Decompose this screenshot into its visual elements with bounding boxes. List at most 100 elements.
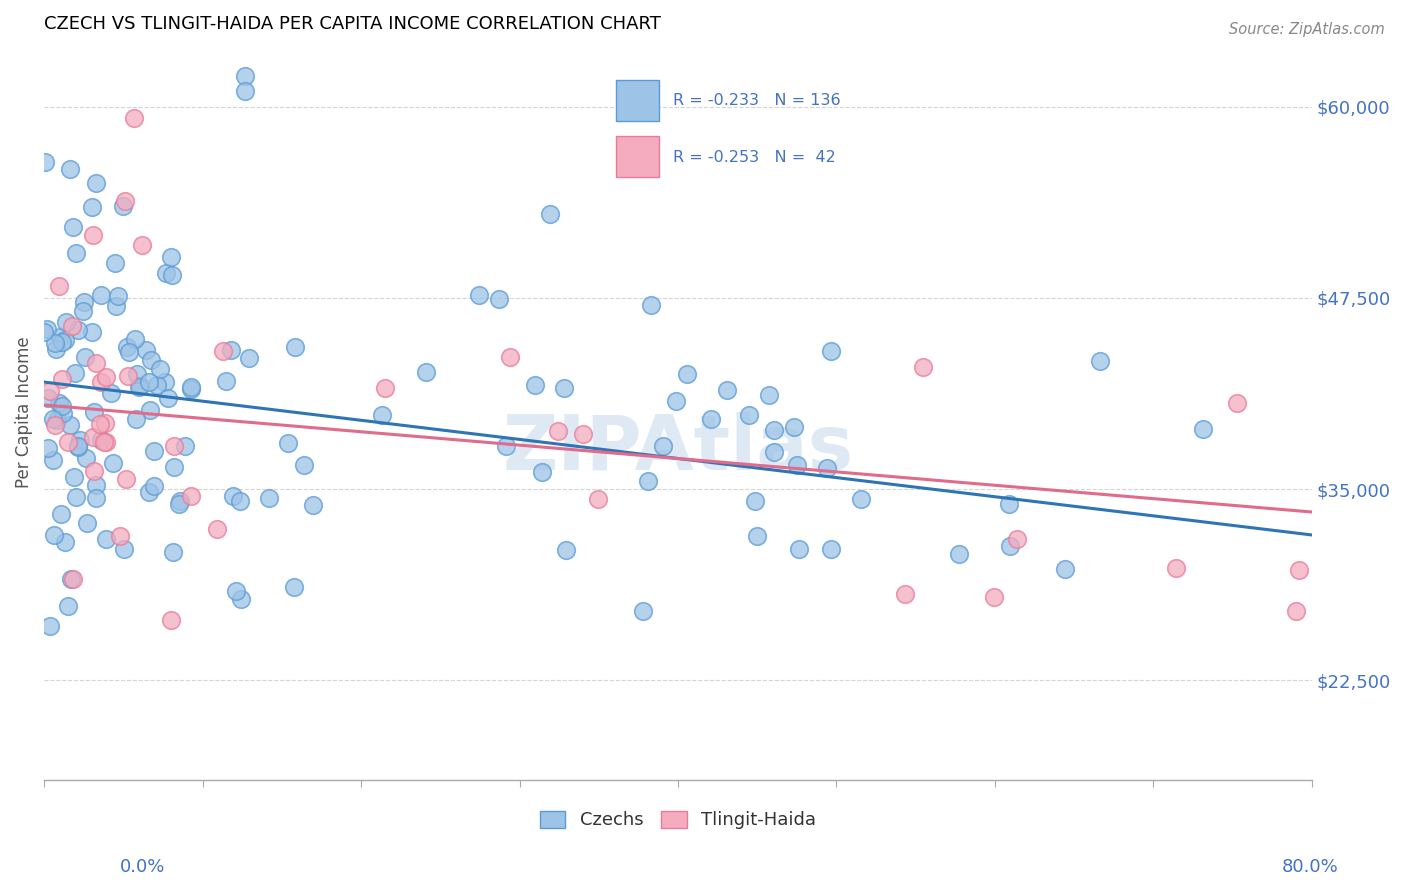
Point [737,408,759,422]
Point [62,469,84,483]
Point [786,458,808,472]
Point [93,434,115,449]
Point [664,394,686,409]
Point [173,439,195,453]
Point [283,580,305,594]
Point [744,493,766,508]
Point [893,587,915,601]
Point [762,445,785,459]
Point [63,366,86,380]
Point [89,417,111,432]
Point [547,424,569,438]
Point [820,542,842,557]
Point [998,539,1021,553]
Point [1226,396,1249,410]
Point [640,298,662,312]
Point [1053,562,1076,576]
Point [65,490,87,504]
Point [651,439,673,453]
Point [631,604,654,618]
Point [637,475,659,489]
Point [107,288,129,302]
Point [84,478,107,492]
Point [716,383,738,397]
Point [76,516,98,530]
Point [1164,561,1187,575]
Point [215,374,238,388]
Point [160,250,183,264]
Point [122,111,145,125]
Point [180,382,202,396]
Point [51,399,73,413]
Point [94,370,117,384]
Point [125,411,148,425]
Point [983,590,1005,604]
Point [35,322,58,336]
Point [139,403,162,417]
Point [90,433,112,447]
Point [586,491,609,506]
Point [1192,422,1215,436]
Point [374,381,396,395]
Point [238,351,260,365]
Point [51,372,73,386]
Point [73,351,96,365]
Point [554,543,576,558]
Point [34,155,56,169]
Point [233,84,256,98]
Point [488,292,510,306]
Point [56,599,79,614]
Point [948,547,970,561]
Point [114,472,136,486]
Point [998,497,1021,511]
Point [163,439,186,453]
Point [229,494,252,508]
Point [149,362,172,376]
Point [139,352,162,367]
Point [90,288,112,302]
Point [49,330,72,344]
Point [277,436,299,450]
Point [180,489,202,503]
Point [46,413,69,427]
Point [912,359,935,374]
Point [820,344,842,359]
Point [849,491,872,506]
Point [758,388,780,402]
Point [72,304,94,318]
Point [67,323,90,337]
Point [117,368,139,383]
Point [49,507,72,521]
Point [169,494,191,508]
Point [104,255,127,269]
Point [138,375,160,389]
Point [42,412,65,426]
Point [138,484,160,499]
Point [222,489,245,503]
Point [37,441,59,455]
Point [34,325,56,339]
Point [747,529,769,543]
Point [257,491,280,506]
Point [65,246,87,260]
Point [530,465,553,479]
Point [66,439,89,453]
Point [538,207,561,221]
Point [59,417,82,432]
Point [39,619,62,633]
Point [787,541,810,556]
Point [84,491,107,505]
Point [180,380,202,394]
Point [294,458,316,472]
Point [101,456,124,470]
Point [44,336,66,351]
Point [82,200,104,214]
Point [73,295,96,310]
Point [1090,354,1112,368]
Point [284,340,307,354]
Point [112,199,135,213]
Point [62,219,84,234]
Point [524,378,547,392]
Point [146,378,169,392]
Point [167,497,190,511]
